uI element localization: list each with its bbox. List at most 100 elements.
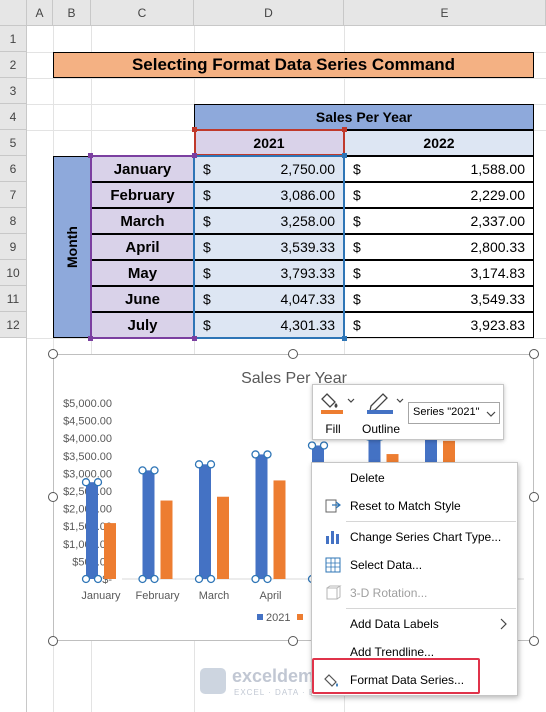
value-text: 2,800.33 bbox=[470, 239, 526, 255]
month-cell[interactable]: April bbox=[91, 234, 194, 260]
row-header-3[interactable]: 3 bbox=[0, 78, 27, 104]
value-cell-2021[interactable]: $2,750.00 bbox=[194, 156, 344, 182]
menu-item-delete[interactable]: Delete bbox=[312, 464, 517, 492]
value-cell-2021[interactable]: $3,258.00 bbox=[194, 208, 344, 234]
row-header-9[interactable]: 9 bbox=[0, 234, 27, 260]
row-header-11[interactable]: 11 bbox=[0, 286, 27, 312]
series-select[interactable]: Series "2021" bbox=[408, 402, 500, 424]
select-all-corner[interactable] bbox=[0, 0, 27, 26]
legend-swatch-2022[interactable] bbox=[297, 614, 303, 620]
series-point-handle bbox=[206, 574, 216, 584]
chart-resize-handle[interactable] bbox=[529, 492, 539, 502]
value-cell-2022[interactable]: $2,337.00 bbox=[344, 208, 534, 234]
value-cell-2022[interactable]: $3,549.33 bbox=[344, 286, 534, 312]
chart-resize-handle[interactable] bbox=[288, 636, 298, 646]
range-handle[interactable] bbox=[192, 153, 197, 158]
month-side-label[interactable]: Month bbox=[53, 156, 91, 338]
month-cell[interactable]: June bbox=[91, 286, 194, 312]
row-header-1[interactable]: 1 bbox=[0, 26, 27, 52]
menu-item-add-data-labels[interactable]: Add Data Labels bbox=[312, 610, 517, 638]
range-handle[interactable] bbox=[342, 153, 347, 158]
bar-2022[interactable] bbox=[217, 496, 229, 579]
bar-2021[interactable] bbox=[142, 470, 155, 579]
row-header-2[interactable]: 2 bbox=[0, 52, 27, 78]
bar-2021[interactable] bbox=[255, 454, 268, 579]
bar-2021[interactable] bbox=[86, 482, 98, 579]
menu-item-reset-style[interactable]: Reset to Match Style bbox=[312, 492, 517, 520]
chart-resize-handle[interactable] bbox=[48, 636, 58, 646]
bar-2022[interactable] bbox=[273, 480, 286, 579]
format-data-series-highlight bbox=[312, 658, 480, 694]
menu-item-label: Change Series Chart Type... bbox=[350, 530, 502, 544]
chart-resize-handle[interactable] bbox=[48, 349, 58, 359]
chart-resize-handle[interactable] bbox=[48, 492, 58, 502]
outline-button[interactable]: Outline bbox=[361, 388, 407, 438]
month-cell[interactable]: March bbox=[91, 208, 194, 234]
series-point-handle bbox=[138, 574, 147, 584]
currency-symbol: $ bbox=[353, 265, 361, 281]
value-cell-2022[interactable]: $1,588.00 bbox=[344, 156, 534, 182]
range-handle[interactable] bbox=[88, 153, 93, 158]
value-cell-2022[interactable]: $3,174.83 bbox=[344, 260, 534, 286]
year-header-2021[interactable]: 2021 bbox=[194, 130, 344, 156]
reset-style-icon bbox=[324, 497, 342, 515]
menu-item-3d-rotation[interactable]: 3-D Rotation... bbox=[312, 579, 517, 607]
year-header-2022[interactable]: 2022 bbox=[344, 130, 534, 156]
range-handle[interactable] bbox=[342, 336, 347, 341]
menu-item-select-data[interactable]: Select Data... bbox=[312, 551, 517, 579]
chart-resize-handle[interactable] bbox=[288, 349, 298, 359]
series-point-handle bbox=[319, 441, 329, 450]
row-header-12[interactable]: 12 bbox=[0, 312, 27, 338]
chart-resize-handle[interactable] bbox=[529, 636, 539, 646]
value-cell-2021[interactable]: $3,793.33 bbox=[194, 260, 344, 286]
bar-2022[interactable] bbox=[104, 523, 116, 579]
value-text: 2,229.00 bbox=[470, 187, 526, 203]
fill-button[interactable]: Fill bbox=[317, 388, 357, 438]
row-header-8[interactable]: 8 bbox=[0, 208, 27, 234]
month-cell[interactable]: February bbox=[91, 182, 194, 208]
range-handle[interactable] bbox=[192, 127, 197, 132]
range-handle[interactable] bbox=[88, 336, 93, 341]
legend-label-2021[interactable]: 2021 bbox=[266, 612, 290, 624]
row-header-10[interactable]: 10 bbox=[0, 260, 27, 286]
bar-2022[interactable] bbox=[160, 500, 173, 579]
currency-symbol: $ bbox=[203, 265, 211, 281]
month-cell[interactable]: May bbox=[91, 260, 194, 286]
menu-item-change-chart-type[interactable]: Change Series Chart Type... bbox=[312, 523, 517, 551]
row-header-6[interactable]: 6 bbox=[0, 156, 27, 182]
column-header-c[interactable]: C bbox=[91, 0, 194, 26]
menu-item-format-data-series[interactable]: Format Data Series... bbox=[312, 666, 517, 694]
series-point-handle bbox=[138, 466, 147, 475]
chart-title[interactable]: Sales Per Year bbox=[241, 370, 348, 387]
value-cell-2021[interactable]: $3,086.00 bbox=[194, 182, 344, 208]
paint-bucket-icon bbox=[324, 671, 342, 689]
sheet-title[interactable]: Selecting Format Data Series Command bbox=[53, 52, 534, 78]
column-header-b[interactable]: B bbox=[53, 0, 91, 26]
legend-swatch-2021[interactable] bbox=[257, 614, 263, 620]
month-cell[interactable]: January bbox=[91, 156, 194, 182]
column-header-d[interactable]: D bbox=[194, 0, 344, 26]
value-cell-2022[interactable]: $2,800.33 bbox=[344, 234, 534, 260]
row-header-4[interactable]: 4 bbox=[0, 104, 27, 130]
series-point-handle bbox=[81, 574, 91, 584]
pen-outline-icon bbox=[367, 393, 404, 414]
value-cell-2022[interactable]: $3,923.83 bbox=[344, 312, 534, 338]
column-header-a[interactable]: A bbox=[27, 0, 53, 26]
row-header-5[interactable]: 5 bbox=[0, 130, 27, 156]
column-header-e[interactable]: E bbox=[344, 0, 546, 26]
value-cell-2021[interactable]: $3,539.33 bbox=[194, 234, 344, 260]
sales-per-year-header[interactable]: Sales Per Year bbox=[194, 104, 534, 130]
value-cell-2021[interactable]: $4,047.33 bbox=[194, 286, 344, 312]
range-handle[interactable] bbox=[192, 336, 197, 341]
range-handle[interactable] bbox=[342, 127, 347, 132]
chart-resize-handle[interactable] bbox=[529, 349, 539, 359]
row-header-7[interactable]: 7 bbox=[0, 182, 27, 208]
value-cell-2022[interactable]: $2,229.00 bbox=[344, 182, 534, 208]
value-text: 3,539.33 bbox=[280, 239, 336, 255]
currency-symbol: $ bbox=[353, 317, 361, 333]
bar-2021[interactable] bbox=[199, 464, 211, 579]
menu-item-add-trendline[interactable]: Add Trendline... bbox=[312, 638, 517, 666]
value-text: 3,086.00 bbox=[280, 187, 336, 203]
menu-item-label: Add Data Labels bbox=[350, 617, 439, 631]
